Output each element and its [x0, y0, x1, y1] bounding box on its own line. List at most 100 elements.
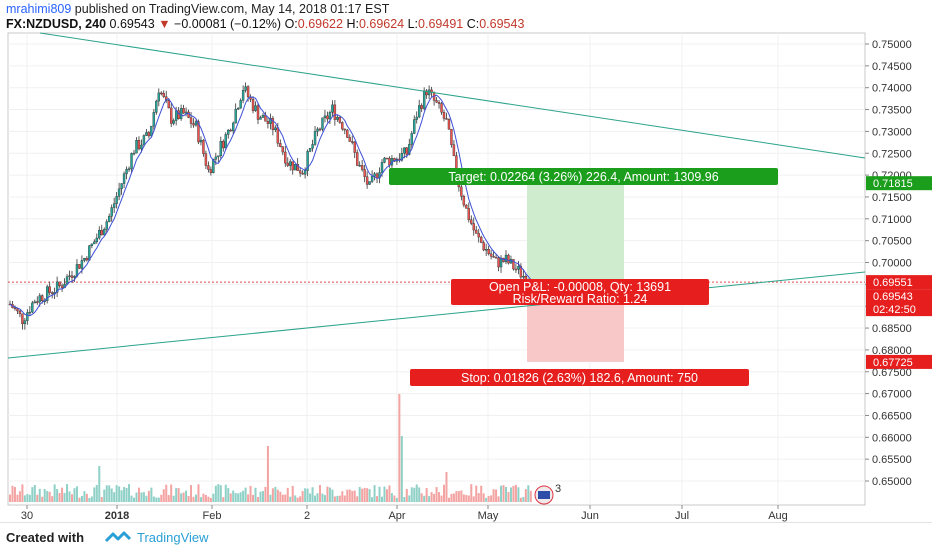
candle-body: [174, 110, 178, 121]
candle-body: [132, 152, 136, 155]
candle-body: [405, 147, 408, 155]
last-price: 0.69543: [109, 17, 155, 31]
stop-price-tag-box[interactable]: [866, 354, 932, 369]
candle-body: [65, 276, 69, 285]
volume-bar: [142, 492, 145, 502]
stop-label-box[interactable]: [410, 369, 749, 386]
volume-bar: [108, 485, 111, 502]
trendlines[interactable]: [7, 32, 866, 359]
open-pnl-label[interactable]: Open P&L: -0.00008, Qty: 13691: [489, 280, 671, 294]
volume-bar: [257, 497, 259, 502]
countdown-tag-box[interactable]: [866, 302, 932, 317]
y-tick-label: 0.66000: [872, 432, 912, 444]
y-tick-label: 0.75000: [872, 39, 912, 51]
candle-body: [306, 151, 309, 171]
y-tick-label: 0.70000: [872, 258, 912, 270]
price-axis[interactable]: 0.75000 0.74500 0.74000 0.73500 0.73000 0.725…: [865, 39, 932, 488]
target-price-tag-box[interactable]: [866, 176, 932, 191]
trendline-lower[interactable]: [7, 271, 866, 359]
volume-bar: [58, 492, 61, 502]
volume-bar: [415, 484, 418, 502]
volume-bars: [9, 394, 532, 502]
volume-bar: [167, 495, 170, 502]
volume-bar: [172, 495, 175, 502]
volume-bar: [524, 489, 527, 502]
volume-bar: [440, 495, 443, 502]
volume-bar: [447, 497, 450, 502]
volume-bar: [398, 394, 401, 502]
position-labels[interactable]: Target: 0.02264 (3.26%) 226.4, Amount: 1…: [389, 168, 778, 386]
time-axis[interactable]: 30 2018 Feb 2 Apr May Jun Jul Aug: [21, 505, 788, 522]
volume-bar: [281, 494, 284, 502]
target-label[interactable]: Target: 0.02264 (3.26%) 226.4, Amount: 1…: [448, 170, 718, 184]
volume-bar: [199, 497, 202, 502]
y-tick-label: 0.71000: [872, 214, 912, 226]
volume-bar: [187, 496, 190, 502]
candle-body: [202, 139, 205, 154]
stop-price-tag[interactable]: 0.67725: [873, 357, 913, 369]
countdown-tag[interactable]: 02:42:50: [873, 304, 916, 316]
volume-bar: [321, 493, 324, 502]
volume-bar: [331, 489, 334, 502]
price-chart[interactable]: Target: 0.02264 (3.26%) 226.4, Amount: 1…: [0, 0, 932, 522]
candle-body: [122, 173, 126, 184]
volume-bar: [328, 487, 331, 502]
created-with-text: Created with: [6, 530, 85, 545]
volume-bar: [455, 491, 458, 502]
trendline-upper[interactable]: [39, 32, 866, 159]
candle-body: [445, 118, 448, 120]
target-price-tag[interactable]: 0.71815: [873, 178, 913, 190]
volume-bar: [284, 494, 287, 502]
plot-area[interactable]: [7, 32, 866, 506]
author-link[interactable]: mrahimi809: [6, 2, 72, 16]
volume-bar: [333, 496, 336, 502]
candle-body: [266, 121, 270, 124]
volume-bar: [361, 488, 364, 502]
volume-bar: [234, 493, 237, 502]
stop-label[interactable]: Stop: 0.01826 (2.63%) 182.6, Amount: 750: [461, 371, 698, 385]
events-badge[interactable]: 3: [534, 483, 561, 505]
y-tick-label: 0.74000: [872, 83, 912, 95]
volume-bar: [31, 487, 34, 502]
candle-body: [507, 254, 510, 264]
tradingview-brand[interactable]: TradingView: [137, 530, 209, 545]
volume-bar: [115, 485, 118, 502]
candle-body: [234, 108, 237, 124]
volume-bar: [214, 485, 217, 502]
entry-price-tag[interactable]: 0.69551: [873, 277, 913, 289]
last-price-tag[interactable]: 0.69543: [873, 291, 913, 303]
target-label-box[interactable]: [389, 168, 778, 185]
events-count[interactable]: 3: [555, 483, 561, 495]
volume-bar: [495, 489, 498, 502]
y-tick-label: 0.68500: [872, 323, 912, 335]
candle-body: [333, 104, 337, 120]
volume-bar: [485, 497, 488, 502]
volume-bar: [435, 487, 438, 502]
volume-bar: [254, 487, 257, 502]
last-price-tag-box[interactable]: [866, 289, 932, 304]
volume-bar: [452, 493, 455, 502]
x-tick-label: Jun: [581, 510, 599, 522]
volume-bar: [472, 496, 475, 502]
open-pnl-box[interactable]: [451, 279, 709, 305]
candle-body: [514, 268, 518, 271]
entry-price-tag-box[interactable]: [866, 275, 932, 290]
volume-bar: [66, 484, 69, 502]
volume-bar: [376, 496, 379, 502]
candle-body: [341, 122, 344, 130]
tradingview-logo-icon[interactable]: [104, 529, 132, 545]
candle-body: [150, 125, 153, 137]
volume-bar: [410, 487, 413, 502]
target-zone: [527, 183, 624, 283]
risk-reward-label[interactable]: Risk/Reward Ratio: 1.24: [513, 292, 648, 306]
candle-body: [93, 241, 96, 245]
volume-bar: [26, 494, 29, 502]
volume-bar: [36, 494, 39, 502]
volume-bar: [470, 484, 473, 502]
volume-bar: [502, 485, 505, 502]
symbol-label[interactable]: FX:NZDUSD, 240: [6, 17, 107, 31]
candle-body: [222, 141, 225, 149]
candle-body: [410, 133, 413, 145]
volume-bar: [61, 487, 64, 502]
volume-bar: [217, 484, 220, 502]
